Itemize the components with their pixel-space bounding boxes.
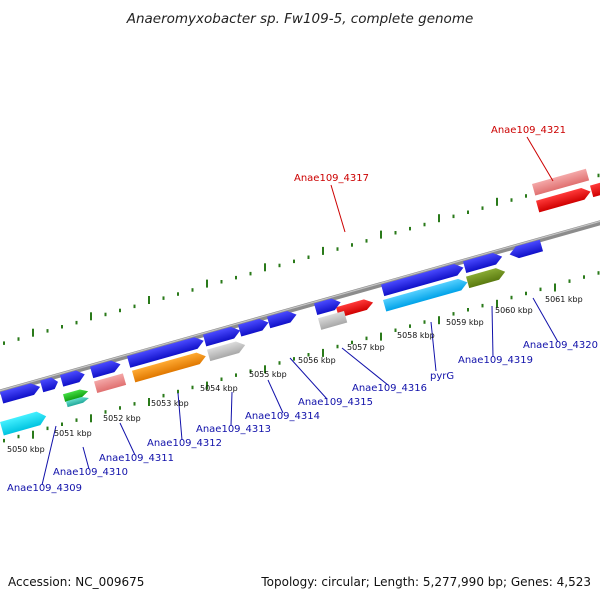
ruler-labels: 5050 kbp 5051 kbp 5052 kbp 5053 kbp 5054 kbp… [7,295,583,454]
gene-label: Anae109_4316 [352,383,427,394]
label-leader-line [330,184,346,233]
gene-label: Anae109_4321 [491,125,566,136]
gene-feature-arrow [267,310,297,329]
gene-feature-arrow [463,252,503,273]
map-title: Anaeromyxobacter sp. Fw109-5, complete g… [126,11,474,27]
label-leader-line [341,347,389,386]
gene-feature-arrow [203,326,241,347]
gene-feature-arrow [532,168,590,196]
genome-summary-text: Topology: circular; Length: 5,277,990 bp… [260,575,591,589]
backbone-highlight [0,220,600,392]
ruler-label: 5055 kbp [249,370,287,379]
gene-feature-arrow [60,370,85,387]
gene-label: Anae109_4309 [7,483,82,494]
gene-feature-arrow [132,352,206,383]
label-leader-line [491,305,494,358]
ruler-label: 5060 kbp [495,306,533,315]
gene-feature-arrow [314,298,341,316]
gene-label: Anae109_4319 [458,355,533,366]
gene-label: Anae109_4320 [523,340,598,351]
gene-label: Anae109_4310 [53,467,128,478]
gene-label: Anae109_4313 [196,424,271,435]
ruler-label: 5050 kbp [7,445,45,454]
gene-label: Anae109_4315 [298,397,373,408]
gene-feature-arrow [127,337,204,368]
ruler-label: 5052 kbp [103,414,141,423]
gene-feature-arrow [381,263,464,297]
gene-feature-arrow [466,268,506,289]
gene-feature-arrow [0,411,47,436]
label-leader-line [526,136,554,182]
gene-feature-arrow [590,181,600,198]
gene-label: Anae109_4314 [245,411,320,422]
gene-labels: Anae109_4309 Anae109_4310 Anae109_4311 Anae… [7,125,598,494]
label-leader-line [267,379,284,414]
ruler-label: 5051 kbp [54,429,92,438]
gene-feature-arrow [94,373,127,394]
label-leader-line [41,425,57,486]
label-leader-line [177,392,183,441]
label-leader-line [532,297,559,343]
gene-label: Anae109_4311 [99,453,174,464]
label-leader-line [430,321,437,372]
label-leader-line [82,446,90,470]
gene-features [0,168,600,436]
gene-label: Anae109_4317 [294,173,369,184]
gene-feature-arrow [63,389,89,402]
ruler-label: 5058 kbp [397,331,435,340]
ruler-label: 5056 kbp [298,356,336,365]
gene-feature-arrow [66,397,89,408]
gene-feature-arrow [207,341,246,362]
gene-feature-arrow [336,299,374,318]
gene-label: pyrG [430,371,454,382]
gene-feature-arrow [509,239,544,259]
gene-feature-arrow [90,360,121,379]
ruler-label: 5054 kbp [200,384,238,393]
ruler-label: 5057 kbp [347,343,385,352]
gene-feature-arrow [40,377,58,393]
label-leader-line [119,422,136,456]
ruler-label: 5061 kbp [545,295,583,304]
gene-feature-arrow [318,310,348,330]
label-leader-lines [41,136,559,486]
gene-feature-arrow [238,318,269,337]
gene-feature-arrow [383,278,468,312]
gene-feature-arrow [536,188,591,213]
accession-text: Accession: NC_009675 [8,575,144,589]
ruler-label: 5059 kbp [446,318,484,327]
gene-label: Anae109_4312 [147,438,222,449]
ruler-label: 5053 kbp [151,399,189,408]
label-leader-line [230,391,233,427]
label-leader-line [289,357,328,400]
gene-feature-arrow [0,383,41,404]
